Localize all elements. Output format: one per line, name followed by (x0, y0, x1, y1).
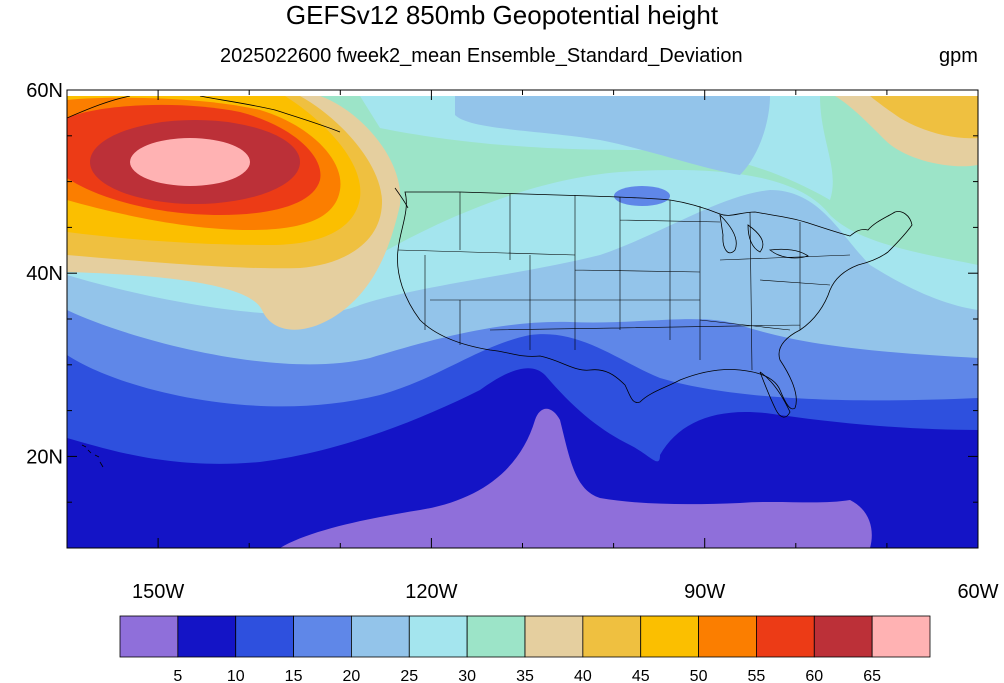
colorbar-label: 5 (173, 668, 182, 683)
colorbar-swatch (640, 615, 699, 658)
contour-band-20-north (614, 186, 670, 206)
colorbar-swatch (871, 615, 931, 658)
colorbar-swatch (698, 615, 757, 658)
contour-band-45-northeast (870, 96, 978, 139)
hawaii-islands (81, 444, 104, 468)
contour-band-25-north (455, 96, 770, 175)
colorbar-label: 55 (748, 668, 766, 683)
lon-tick-label: 90W (684, 581, 725, 603)
contour-band-5 (280, 408, 872, 548)
great-lakes (719, 213, 809, 259)
units-label: gpm (939, 45, 978, 67)
figure-title: GEFSv12 850mb Geopotential height (285, 0, 719, 30)
colorbar-swatch (756, 615, 815, 658)
colorbar-label: 50 (690, 668, 708, 683)
florida-outline (759, 371, 791, 418)
lon-tick-label: 150W (132, 581, 184, 603)
colorbar-label: 40 (574, 668, 592, 683)
colorbar-swatch (524, 615, 584, 658)
colorbar-label: 15 (285, 668, 303, 683)
colorbar-label: 45 (632, 668, 650, 683)
figure-subtitle: 2025022600 fweek2_mean Ensemble_Standard… (220, 45, 743, 67)
alaska-coastline (67, 96, 341, 133)
colorbar-swatch (813, 615, 873, 658)
colorbar-label: 65 (863, 668, 881, 683)
colorbar-swatch (351, 615, 410, 658)
geographic-outlines (67, 96, 913, 468)
lon-tick-label: 60W (957, 581, 998, 603)
colorbar-swatch (466, 615, 526, 658)
lat-tick-label: 40N (26, 263, 63, 285)
colorbar-label: 20 (343, 668, 361, 683)
colorbar-label: 25 (400, 668, 418, 683)
colorbar-swatch (582, 615, 642, 658)
state-boundaries (397, 192, 851, 371)
colorbar-label: 10 (227, 668, 245, 683)
colorbar-swatch (235, 615, 294, 658)
colorbar-label: 30 (458, 668, 476, 683)
lat-tick-label: 60N (26, 80, 63, 102)
colorbar-swatch (119, 615, 179, 658)
colorbar-swatch (408, 615, 468, 658)
contour-fill-layer (67, 96, 978, 548)
colorbar: 5 10 15 20 25 30 35 40 45 50 55 60 65 (119, 615, 931, 683)
lon-tick-label: 120W (405, 581, 457, 603)
lat-tick-label: 20N (26, 446, 63, 468)
colorbar-label: 60 (805, 668, 823, 683)
axis-ticks: 60N 40N 20N 150W 120W 90W 60W (26, 80, 998, 603)
vancouver-island (394, 187, 409, 209)
colorbar-swatch (293, 615, 352, 658)
us-outline (397, 191, 913, 410)
colorbar-label: 35 (516, 668, 534, 683)
contour-band-70 (130, 138, 250, 186)
colorbar-swatch (177, 615, 237, 658)
